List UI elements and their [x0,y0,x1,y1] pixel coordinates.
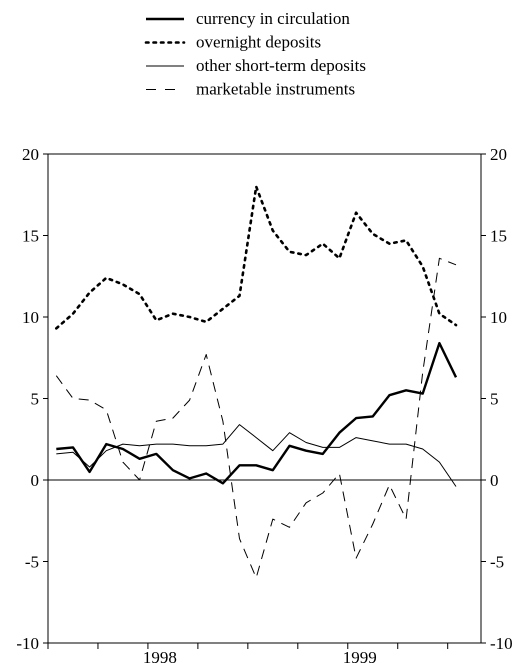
y-tick-label-right: -5 [490,553,504,572]
y-tick-label-right: 15 [490,227,507,246]
y-tick-label-left: -10 [16,634,39,653]
x-tick-label: 1998 [143,648,177,665]
plot-frame [47,153,482,644]
y-tick-label-left: 10 [22,308,39,327]
y-tick-label-right: 10 [490,308,507,327]
y-tick-label-right: 0 [490,471,499,490]
plot-area [43,153,486,649]
legend-label: other short-term deposits [196,56,366,75]
series-line-4 [55,257,457,579]
y-tick-label-left: 5 [31,390,40,409]
y-tick-label-right: 20 [490,145,507,164]
y-tick-label-left: 15 [22,227,39,246]
axis-ticks [43,153,486,649]
series-lines [54,185,458,579]
axis-labels: -10 -10 -5 -5 0 0 5 5 10 10 15 15 20 20 1998 1999 [16,145,512,665]
y-tick-label-left: 0 [31,471,40,490]
y-tick-label-left: -5 [25,553,39,572]
y-tick-label-left: 20 [22,145,39,164]
legend-label: currency in circulation [196,9,350,28]
legend-label: overnight deposits [196,33,321,52]
y-tick-label-right: -10 [490,634,513,653]
x-tick-label: 1999 [343,648,377,665]
legend: currency in circulation overnight deposit… [144,9,366,99]
series-line-2 [54,185,458,330]
y-tick-label-right: 5 [490,390,499,409]
series-line-1 [56,341,458,485]
legend-label: marketable instruments [196,80,355,99]
series-line-3 [56,424,457,487]
